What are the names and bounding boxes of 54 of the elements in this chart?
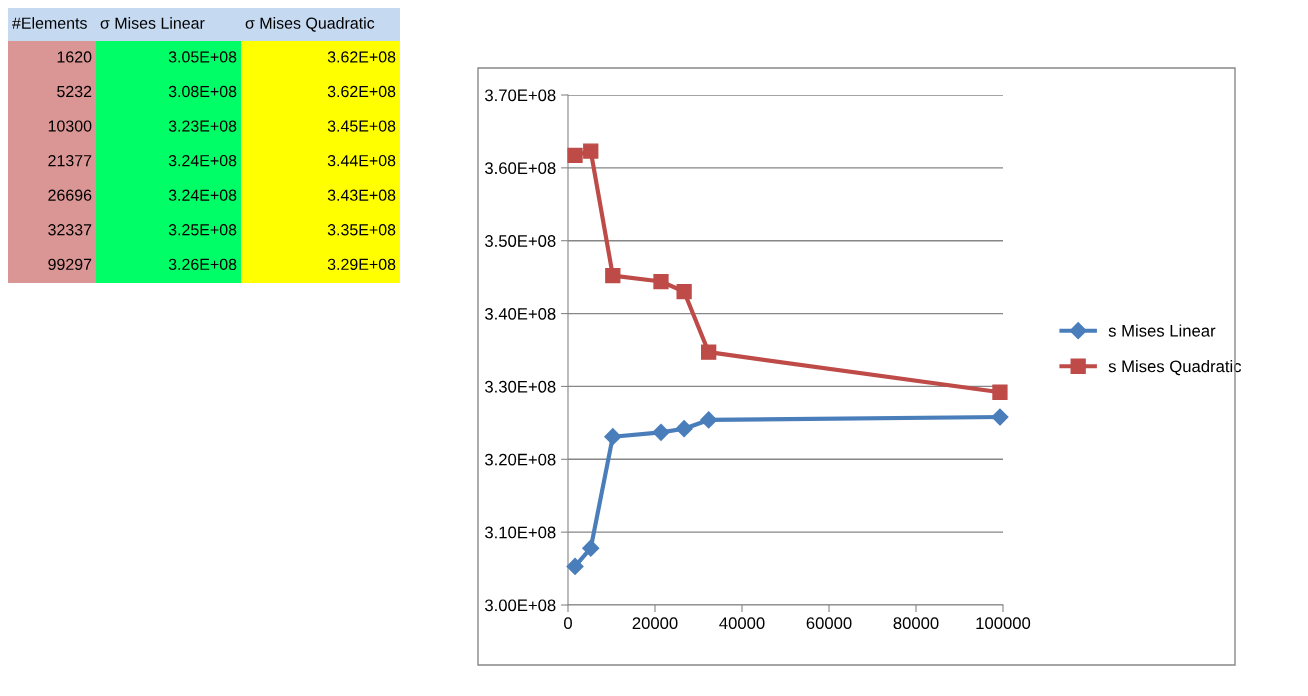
point [675, 420, 693, 438]
text: 32337 [48, 224, 92, 236]
legend-label: s Mises Quadratic [1108, 360, 1242, 376]
text: 3.62E+08 [327, 85, 396, 98]
text: 3.24E+08 [168, 189, 237, 201]
text: 3.44E+08 [327, 154, 396, 167]
x-tick-label: 100000 [976, 617, 1031, 630]
point [701, 344, 717, 360]
category-label: σ Mises Linear [100, 17, 205, 29]
text: 5232 [57, 85, 92, 98]
x-tick-label: 80000 [893, 617, 939, 630]
point [652, 423, 670, 441]
point [605, 268, 621, 284]
y-tick-label: 3.00E+08 [485, 599, 556, 612]
text: 3.35E+08 [327, 224, 396, 236]
point [992, 384, 1008, 400]
text: 3.45E+08 [327, 120, 396, 132]
text: 3.26E+08 [168, 258, 237, 270]
text: 3.08E+08 [168, 85, 237, 98]
category-label: #Elements [12, 17, 87, 29]
point [582, 539, 600, 557]
x-tick-label: 40000 [719, 617, 765, 630]
text: 26696 [48, 189, 92, 201]
y-tick-label: 3.30E+08 [485, 380, 556, 393]
text: 3.23E+08 [168, 120, 237, 132]
category-label: σ Mises Quadratic [245, 17, 375, 32]
point [653, 273, 669, 290]
point [700, 411, 718, 429]
y-tick-label: 3.10E+08 [485, 526, 556, 539]
text: 3.62E+08 [327, 51, 396, 63]
y-tick-label: 3.50E+08 [485, 235, 556, 247]
text: 3.24E+08 [168, 154, 237, 167]
point [567, 147, 583, 164]
text: 10300 [48, 120, 92, 132]
point [583, 143, 599, 159]
x-tick-label: 20000 [632, 617, 678, 630]
text: 3.25E+08 [168, 224, 237, 236]
x-tick-label: 60000 [806, 617, 852, 630]
point [676, 284, 692, 300]
y-tick-label: 3.60E+08 [485, 162, 556, 175]
point [604, 428, 622, 446]
text: 3.05E+08 [168, 51, 237, 63]
point [991, 408, 1009, 426]
x-tick-label: 0 [564, 617, 572, 630]
point [566, 557, 584, 575]
y-tick-label: 3.70E+08 [485, 89, 556, 102]
text: 3.43E+08 [327, 189, 396, 201]
text: 21377 [48, 154, 92, 167]
text: 99297 [48, 258, 92, 270]
text: 3.29E+08 [327, 258, 396, 270]
y-tick-label: 3.20E+08 [485, 453, 556, 466]
legend-label: s Mises Linear [1108, 324, 1216, 337]
y-tick-label: 3.40E+08 [485, 307, 556, 320]
text: 1620 [57, 51, 92, 63]
